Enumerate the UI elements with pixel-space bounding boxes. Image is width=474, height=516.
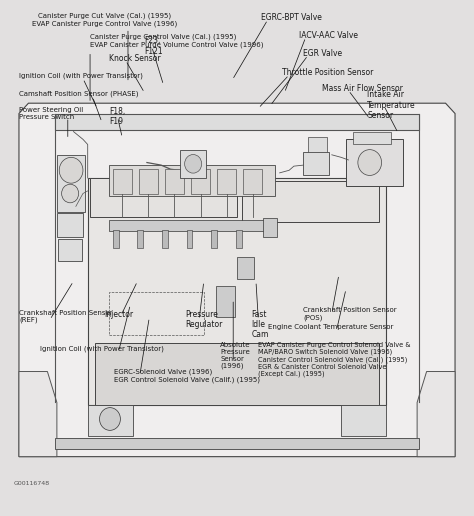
Bar	[88, 178, 386, 405]
Text: Canister Purge Cut Valve (Cal.) (1995)
EVAP Canister Purge Control Valve (1996): Canister Purge Cut Valve (Cal.) (1995) E…	[32, 13, 177, 27]
Circle shape	[100, 408, 120, 430]
Bar	[162, 230, 168, 248]
Bar	[191, 169, 210, 194]
Text: Crankshaft Position Sensor
(REF): Crankshaft Position Sensor (REF)	[19, 310, 113, 323]
Text: Knock Sensor: Knock Sensor	[109, 54, 161, 63]
Text: G00116748: G00116748	[13, 481, 49, 486]
Text: EVAP Canister Purge Control Solenoid Valve &
MAP/BARO Switch Solenoid Valve (199: EVAP Canister Purge Control Solenoid Val…	[258, 342, 411, 377]
Bar	[303, 152, 329, 175]
Bar	[90, 178, 237, 217]
Bar	[109, 220, 265, 231]
Text: Throttle Position Sensor: Throttle Position Sensor	[282, 68, 374, 77]
Bar	[55, 114, 419, 130]
Bar	[88, 405, 133, 436]
Text: IACV-AAC Valve: IACV-AAC Valve	[299, 31, 357, 40]
Circle shape	[358, 150, 382, 175]
Text: Fast
Idle
Cam: Fast Idle Cam	[251, 310, 269, 340]
Text: Ignition Coil (with Power Transistor): Ignition Coil (with Power Transistor)	[40, 346, 164, 352]
Circle shape	[62, 184, 79, 203]
Bar	[308, 137, 327, 152]
Bar	[165, 169, 184, 194]
Bar	[137, 230, 143, 248]
Bar	[57, 213, 83, 237]
Bar	[217, 169, 236, 194]
Text: EGR Valve: EGR Valve	[303, 49, 343, 58]
Bar	[242, 181, 379, 222]
Text: Ignition Coil (with Power Transistor): Ignition Coil (with Power Transistor)	[19, 72, 143, 79]
Text: Pressure
Regulator: Pressure Regulator	[185, 310, 222, 329]
Bar	[109, 165, 275, 196]
Bar	[353, 132, 391, 144]
Bar	[216, 286, 235, 317]
Bar	[57, 155, 85, 212]
Bar	[58, 239, 82, 261]
Text: Injector: Injector	[104, 310, 133, 318]
Bar	[113, 230, 118, 248]
Text: F18,
F19: F18, F19	[109, 107, 125, 126]
Text: Camshaft Position Sensor (PHASE): Camshaft Position Sensor (PHASE)	[19, 90, 138, 97]
Text: Power Steering Oil
Pressure Switch: Power Steering Oil Pressure Switch	[19, 107, 83, 120]
Bar	[211, 230, 217, 248]
Text: EGRC-BPT Valve: EGRC-BPT Valve	[261, 13, 321, 22]
Text: Canister Purge Control Valve (Cal.) (1995)
EVAP Canister Purge Volume Control Va: Canister Purge Control Valve (Cal.) (199…	[90, 34, 264, 47]
Polygon shape	[417, 372, 455, 457]
Bar	[341, 405, 386, 436]
Polygon shape	[19, 103, 455, 457]
Bar	[237, 257, 254, 279]
Bar	[55, 438, 419, 449]
Circle shape	[59, 157, 83, 183]
Bar	[263, 218, 277, 237]
Text: Engine Coolant Temperature Sensor: Engine Coolant Temperature Sensor	[268, 324, 393, 330]
Text: EGRC-Solenoid Valve (1996)
EGR Control Solenoid Valve (Calif.) (1995): EGRC-Solenoid Valve (1996) EGR Control S…	[114, 369, 260, 383]
Bar	[236, 230, 242, 248]
Text: Intake Air
Temperature
Sensor: Intake Air Temperature Sensor	[367, 90, 416, 120]
Text: Crankshaft Position Sensor
(POS): Crankshaft Position Sensor (POS)	[303, 307, 397, 320]
Polygon shape	[19, 372, 57, 457]
Bar	[243, 169, 262, 194]
Bar	[95, 343, 379, 405]
Text: Absolute
Pressure
Sensor
(1996): Absolute Pressure Sensor (1996)	[220, 342, 251, 369]
Bar	[113, 169, 132, 194]
Bar	[217, 293, 234, 315]
Bar	[139, 169, 158, 194]
Text: F23,
F121: F23, F121	[145, 36, 163, 56]
Bar	[109, 292, 204, 335]
Circle shape	[184, 154, 202, 173]
Text: Mass Air Flow Sensor: Mass Air Flow Sensor	[322, 84, 403, 92]
Bar	[346, 139, 403, 186]
Bar	[187, 230, 192, 248]
Bar	[180, 150, 206, 178]
